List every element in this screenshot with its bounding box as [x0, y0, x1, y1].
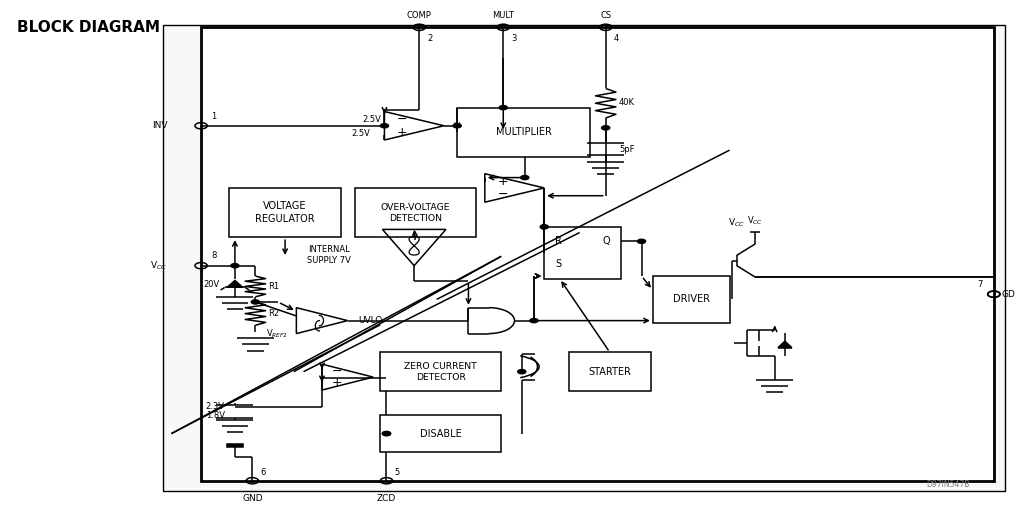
Text: 7: 7 — [978, 280, 983, 289]
Text: 2.5V: 2.5V — [363, 115, 381, 124]
Text: INV: INV — [152, 121, 167, 130]
Text: S: S — [556, 259, 562, 269]
Bar — [569, 352, 651, 391]
Circle shape — [453, 123, 461, 128]
Text: MULTIPLIER: MULTIPLIER — [496, 127, 551, 137]
Text: D97IN547B: D97IN547B — [926, 480, 969, 489]
Text: DISABLE: DISABLE — [420, 429, 462, 439]
Text: MULT: MULT — [492, 10, 515, 19]
Text: 1.8V: 1.8V — [205, 412, 225, 420]
Text: COMP: COMP — [407, 10, 431, 19]
Text: ZCD: ZCD — [377, 494, 396, 503]
Text: VOLTAGE
REGULATOR: VOLTAGE REGULATOR — [256, 201, 315, 224]
Circle shape — [380, 123, 388, 128]
Circle shape — [530, 318, 538, 322]
Bar — [457, 108, 591, 157]
Text: 5: 5 — [394, 468, 400, 477]
Polygon shape — [777, 341, 792, 348]
Circle shape — [499, 106, 507, 110]
Text: DRIVER: DRIVER — [673, 294, 710, 304]
Circle shape — [252, 300, 260, 304]
Text: R2: R2 — [268, 309, 278, 318]
Bar — [544, 227, 621, 279]
Text: 4: 4 — [614, 34, 619, 43]
Text: 1: 1 — [212, 111, 217, 120]
Bar — [229, 188, 341, 237]
Circle shape — [382, 431, 390, 436]
Text: GND: GND — [242, 494, 263, 503]
Text: +: + — [397, 126, 408, 139]
Bar — [227, 444, 243, 447]
Text: V$_{CC}$: V$_{CC}$ — [748, 214, 763, 227]
Text: Q: Q — [603, 237, 610, 246]
Text: INTERNAL
SUPPLY 7V: INTERNAL SUPPLY 7V — [307, 245, 351, 265]
Circle shape — [382, 431, 390, 436]
Text: V$_{CC}$: V$_{CC}$ — [728, 217, 746, 229]
Text: V$_{CC}$: V$_{CC}$ — [150, 259, 167, 272]
Text: 20V: 20V — [203, 280, 220, 289]
Text: −: − — [397, 113, 408, 126]
Text: 6: 6 — [261, 468, 266, 477]
Text: 2.5V: 2.5V — [351, 129, 370, 138]
Text: R: R — [556, 237, 562, 246]
Text: ZERO CURRENT
DETECTOR: ZERO CURRENT DETECTOR — [405, 362, 478, 382]
Text: UVLO: UVLO — [357, 316, 382, 325]
Polygon shape — [227, 280, 243, 288]
Circle shape — [518, 369, 526, 374]
Circle shape — [602, 126, 610, 130]
Bar — [163, 24, 1005, 491]
Bar — [380, 352, 501, 391]
Text: +: + — [497, 175, 508, 188]
Text: CS: CS — [600, 10, 611, 19]
Text: 3: 3 — [511, 34, 517, 43]
Text: OVER-VOLTAGE
DETECTION: OVER-VOLTAGE DETECTION — [380, 203, 450, 222]
Bar — [380, 415, 501, 452]
Text: 8: 8 — [212, 252, 217, 260]
Text: V$_{REF2}$: V$_{REF2}$ — [266, 328, 288, 340]
Text: −: − — [497, 188, 508, 201]
Circle shape — [231, 264, 239, 268]
Text: 5pF: 5pF — [619, 145, 635, 154]
Text: STARTER: STARTER — [588, 367, 632, 377]
Circle shape — [638, 239, 646, 243]
Bar — [354, 188, 476, 237]
Text: 40K: 40K — [619, 98, 635, 107]
Bar — [653, 276, 729, 322]
Text: +: + — [332, 376, 343, 389]
Text: 2: 2 — [427, 34, 432, 43]
Text: −: − — [332, 365, 343, 378]
Text: R1: R1 — [268, 282, 278, 291]
Text: BLOCK DIAGRAM: BLOCK DIAGRAM — [16, 19, 160, 34]
Bar — [201, 27, 994, 481]
Text: 2.3V: 2.3V — [205, 402, 225, 411]
Text: GD: GD — [1001, 290, 1015, 299]
Circle shape — [540, 225, 548, 229]
Circle shape — [521, 176, 529, 180]
